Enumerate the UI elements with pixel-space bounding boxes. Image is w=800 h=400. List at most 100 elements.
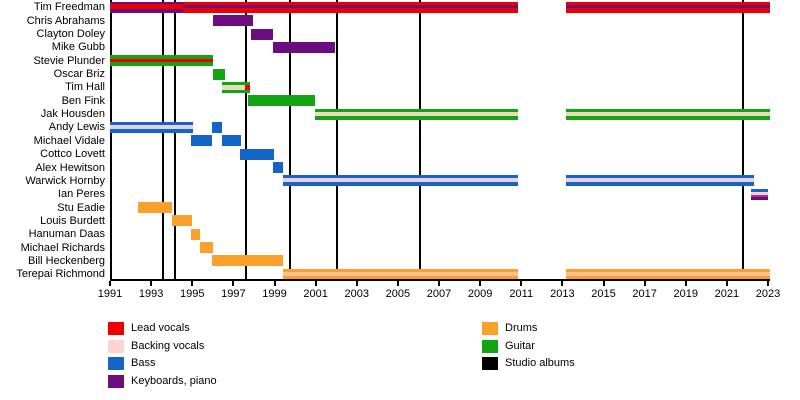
- axis-tick-label: 2005: [385, 288, 411, 300]
- axis-tick: [725, 281, 728, 286]
- member-name: Stu Eadie: [57, 201, 105, 214]
- studio-album-line: [742, 0, 745, 279]
- studio-album-line: [419, 0, 422, 279]
- axis-tick: [438, 281, 440, 286]
- legend-swatch-drums: [482, 322, 498, 335]
- axis-tick-label: 2019: [673, 288, 698, 300]
- bar-stripe-guitar: [222, 89, 245, 93]
- legend-swatch-lead_vocals: [108, 322, 124, 335]
- axis-tick-label: 1991: [97, 288, 123, 300]
- timeline-bar: [212, 68, 226, 80]
- bar-stripe-backing_on_bass: [282, 178, 519, 183]
- bar-stripe-drums: [282, 268, 519, 272]
- timeline-bar: [273, 162, 283, 173]
- legend-swatch-bass: [108, 357, 124, 371]
- axis-tick-label: 2015: [591, 288, 616, 300]
- axis-tick: [150, 281, 153, 286]
- axis-tick: [684, 281, 687, 286]
- timeline-bar: [182, 1, 519, 13]
- bar-stripe-guitar: [212, 68, 226, 80]
- timeline-bar: [211, 255, 283, 267]
- member-name: Tim Hall: [65, 81, 105, 94]
- bar-stripe-bass: [566, 182, 754, 187]
- timeline-bar: [137, 202, 172, 214]
- bar-stripe-guitar: [244, 89, 250, 93]
- member-name: Oscar Briz: [53, 68, 105, 81]
- timeline-bar: [282, 175, 519, 187]
- bar-stripe-bass: [191, 135, 212, 147]
- bar-stripe-backing_on_bass: [110, 124, 194, 129]
- bar-stripe-lead_vocals: [566, 1, 771, 6]
- axis-tick: [602, 281, 605, 286]
- bar-stripe-backing_on_guitar: [222, 84, 245, 90]
- legend-label: Backing vocals: [131, 339, 205, 352]
- legend-label: Lead vocals: [131, 322, 190, 334]
- member-name: Andy Lewis: [48, 121, 105, 134]
- axis-tick: [109, 281, 111, 286]
- legend-label: Keyboards, piano: [131, 375, 217, 388]
- legend-label: Bass: [131, 357, 156, 370]
- bar-stripe-guitar: [314, 115, 519, 120]
- bar-stripe-keyboards: [212, 15, 253, 27]
- bar-stripe-keyboards: [750, 197, 768, 200]
- timeline-bar: [191, 135, 212, 147]
- axis-tick-label: 2021: [714, 288, 740, 300]
- bar-stripe-drums: [566, 268, 771, 272]
- axis-tick: [396, 281, 399, 286]
- bar-stripe-drums: [171, 215, 193, 227]
- timeline-bar: [212, 15, 253, 27]
- bar-stripe-keyboards: [250, 28, 274, 40]
- axis-tick-label: 1995: [180, 288, 205, 300]
- y-axis-line: [110, 0, 112, 281]
- bar-stripe-guitar: [244, 81, 250, 85]
- timeline-bar: [211, 121, 223, 133]
- axis-tick-label: 2017: [632, 288, 657, 300]
- axis-tick-label: 1997: [221, 288, 246, 300]
- axis-tick: [232, 281, 235, 286]
- member-name: Louis Burdett: [40, 214, 105, 227]
- studio-album-line: [173, 0, 176, 279]
- axis-tick-label: 2003: [344, 288, 369, 300]
- legend-label: Guitar: [505, 339, 535, 352]
- timeline-bar: [273, 41, 336, 53]
- timeline-bar: [222, 135, 241, 147]
- axis-tick-label: 2007: [426, 288, 452, 300]
- timeline-bar: [171, 215, 193, 227]
- bar-stripe-magenta: [750, 194, 768, 198]
- bar-stripe-backing_on_bass: [566, 178, 754, 183]
- member-name: Bill Heckenberg: [27, 254, 105, 267]
- member-name: Ben Fink: [61, 94, 105, 107]
- bar-stripe-guitar: [222, 81, 245, 85]
- timeline-bar: [566, 175, 754, 187]
- timeline-bar: [566, 268, 771, 280]
- timeline-bar: [110, 1, 183, 13]
- bar-stripe-keyboards: [182, 5, 519, 9]
- bar-stripe-guitar: [566, 108, 771, 112]
- axis-tick-label: 2009: [467, 288, 493, 300]
- axis-tick-label: 2001: [303, 288, 328, 300]
- member-name: Hanuman Daas: [28, 228, 105, 241]
- legend-swatch-albums: [482, 357, 498, 371]
- member-name: Warwick Hornby: [25, 174, 105, 187]
- bar-stripe-lead_vocals: [182, 8, 519, 13]
- member-name: Terepai Richmond: [16, 268, 105, 281]
- plot-area: [110, 0, 774, 280]
- bar-stripe-drums: [211, 255, 283, 267]
- bar-stripe-bass: [566, 175, 754, 179]
- bar-stripe-guitar: [314, 108, 519, 112]
- bar-stripe-keyboards: [273, 41, 336, 53]
- legend-swatch-keyboards: [108, 375, 124, 389]
- bar-stripe-guitar: [247, 95, 315, 107]
- axis-tick-label: 1993: [138, 288, 164, 300]
- studio-album-line: [336, 0, 339, 279]
- member-name: Alex Hewitson: [35, 161, 105, 174]
- timeline-bar: [200, 242, 213, 254]
- member-name: Tim Freedman: [33, 1, 105, 14]
- member-name: Mike Gubb: [51, 41, 105, 54]
- bar-stripe-bass: [211, 121, 223, 133]
- timeline-bar: [250, 28, 274, 40]
- member-name: Michael Vidale: [33, 134, 105, 147]
- studio-album-line: [244, 0, 247, 279]
- timeline-bar: [314, 108, 519, 120]
- bar-stripe-backing_on_guitar: [566, 111, 771, 116]
